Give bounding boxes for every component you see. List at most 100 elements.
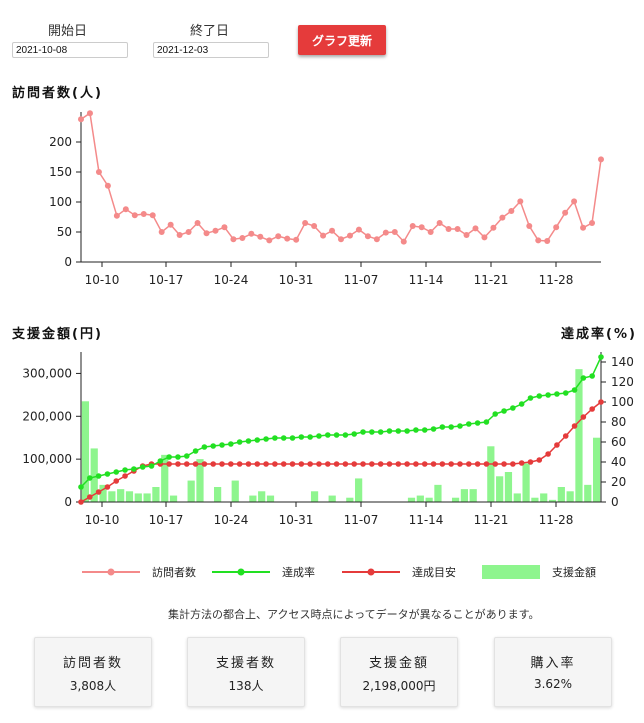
rate-point (421, 427, 428, 433)
visitors-point (248, 230, 255, 237)
y-tick-label: 200 (49, 135, 72, 149)
target-point (272, 461, 278, 467)
target-point (457, 461, 463, 467)
legend-visitors[interactable]: 訪問者数 (82, 565, 196, 579)
amount-bar (522, 463, 530, 502)
amount-bar (416, 495, 424, 502)
target-point (95, 489, 102, 495)
x-tick-label: 11-28 (539, 273, 574, 287)
visitors-point (140, 211, 147, 217)
target-point (219, 461, 225, 467)
amount-bar (125, 491, 134, 502)
end-date-input[interactable] (153, 42, 269, 58)
visitors-point (275, 233, 282, 240)
target-point (245, 461, 252, 467)
funding-chart: 0 100,000 200,000 300,000 0 20 40 60 80 100 120 140… (22, 352, 634, 527)
rate-point (131, 466, 137, 472)
target-point (87, 494, 93, 500)
rate-point (210, 443, 217, 449)
target-point (236, 461, 243, 467)
rate-point (492, 411, 499, 417)
x-tick-label: 11-28 (539, 513, 574, 527)
end-date-label: 終了日 (190, 24, 230, 39)
rate-point (369, 429, 375, 435)
visitors-point (508, 208, 515, 214)
amount-bar (557, 487, 565, 502)
y-tick-label: 50 (57, 225, 72, 239)
amount-bar (584, 484, 592, 502)
amount-bar (407, 497, 416, 502)
visitors-point (355, 226, 362, 233)
start-date-label: 開始日 (48, 24, 88, 39)
rate-point (175, 454, 181, 460)
amount-bar (117, 489, 125, 502)
visitors-point (589, 220, 596, 226)
x-tick-label: 11-21 (474, 513, 509, 527)
visitors-point (562, 209, 569, 216)
visitors-point (78, 116, 84, 123)
rate-point (157, 458, 164, 464)
rate-point (598, 354, 604, 360)
target-point (122, 473, 128, 479)
amount-bar (355, 478, 363, 502)
visitors-point (481, 234, 488, 241)
amount-bar (346, 497, 354, 502)
amount-bar (328, 495, 336, 502)
target-point (104, 484, 111, 490)
target-point (333, 461, 340, 467)
rate-point (589, 373, 595, 379)
target-point (307, 461, 313, 467)
x-tick-label: 10-17 (149, 513, 184, 527)
target-point (483, 461, 490, 467)
rate-point (448, 424, 454, 430)
legend-target[interactable]: 達成目安 (342, 565, 456, 579)
target-point (201, 461, 208, 467)
rate-point (580, 375, 587, 381)
summary-card-amount: 支援金額 2,198,000円 (340, 637, 458, 707)
summary-card-purchase-rate: 購入率 3.62% (494, 637, 612, 707)
target-point (298, 461, 305, 467)
visitors-point (391, 229, 398, 235)
y-right-tick-label: 20 (611, 475, 626, 489)
visitors-point (346, 232, 353, 239)
visitors-point (499, 214, 506, 221)
x-tick-label: 10-24 (214, 273, 249, 287)
visitors-point (580, 224, 587, 231)
x-tick-label: 10-31 (279, 273, 314, 287)
legend-amount[interactable]: 支援金額 (482, 565, 596, 579)
amount-bar (134, 493, 142, 502)
visitors-point (185, 229, 192, 235)
rate-point (122, 467, 128, 473)
target-point (589, 406, 595, 412)
target-point (377, 461, 384, 467)
amount-bar (169, 495, 178, 502)
target-point (263, 461, 269, 467)
amount-bar (548, 499, 557, 502)
target-point (210, 461, 217, 467)
target-point (254, 461, 261, 467)
legend-target-label: 達成目安 (412, 565, 456, 579)
amount-bar (90, 448, 98, 502)
visitors-point (373, 236, 380, 243)
amount-bar (575, 369, 583, 502)
summary-amount-title: 支援金額 (368, 656, 429, 671)
rate-point (87, 475, 93, 481)
rate-point (245, 438, 252, 444)
rate-point (254, 437, 261, 443)
visitors-point (320, 232, 327, 239)
visitors-point (158, 229, 165, 235)
update-graph-button[interactable]: グラフ更新 (298, 25, 386, 55)
visitors-point (221, 224, 228, 231)
rate-point (439, 424, 446, 430)
x-tick-label: 10-24 (214, 513, 249, 527)
target-point (571, 423, 578, 429)
rate-point (395, 428, 402, 434)
legend-rate[interactable]: 達成率 (212, 565, 315, 579)
amount-bar (434, 484, 442, 502)
chart-legend: 訪問者数 達成率 達成目安 支援金額 (82, 565, 596, 579)
target-point (192, 461, 199, 467)
start-date-input[interactable] (12, 42, 128, 58)
x-tick-label: 11-14 (409, 513, 444, 527)
rate-point (324, 432, 331, 438)
amount-bar (108, 491, 116, 502)
